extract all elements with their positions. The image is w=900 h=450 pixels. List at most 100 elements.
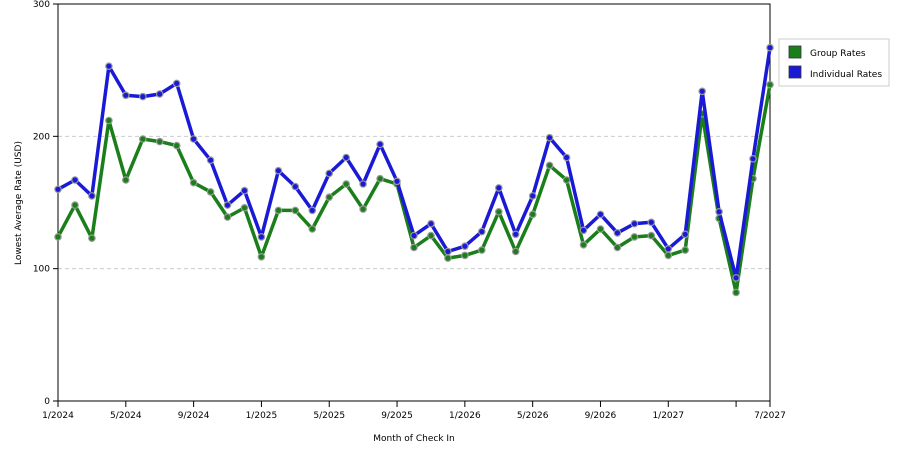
data-point-individual-rates	[325, 169, 334, 178]
data-point-individual-rates	[342, 153, 351, 162]
data-point-individual-rates	[647, 218, 656, 227]
data-point-group-rates	[122, 176, 130, 184]
data-point-group-rates	[461, 251, 469, 260]
data-point-individual-rates	[698, 87, 707, 96]
data-point-group-rates	[562, 176, 571, 184]
data-point-individual-rates	[88, 192, 96, 200]
data-point-group-rates	[105, 116, 113, 125]
data-point-group-rates	[630, 233, 639, 241]
data-point-individual-rates	[291, 182, 300, 191]
data-point-group-rates	[732, 288, 740, 297]
legend-swatch-group-rates	[788, 45, 802, 59]
plot-frame	[57, 3, 771, 402]
data-point-individual-rates	[223, 201, 232, 209]
data-point-group-rates	[359, 205, 367, 213]
data-point-group-rates	[376, 174, 384, 183]
x-tick-label: 5/2026	[517, 411, 549, 421]
data-point-individual-rates	[732, 274, 740, 282]
data-point-group-rates	[545, 161, 554, 170]
x-tick-label: 5/2025	[313, 411, 345, 421]
series-layer	[54, 43, 774, 297]
data-point-group-rates	[579, 241, 588, 249]
data-point-individual-rates	[105, 62, 113, 70]
x-tick-label: 1/2025	[246, 411, 278, 421]
data-point-individual-rates	[545, 133, 554, 142]
data-point-individual-rates	[257, 233, 266, 241]
data-point-group-rates	[155, 137, 164, 146]
data-point-group-rates	[596, 225, 605, 233]
x-tick-label: 9/2026	[585, 411, 617, 421]
data-point-group-rates	[139, 135, 147, 143]
data-point-group-rates	[444, 254, 452, 262]
data-point-group-rates	[291, 206, 300, 215]
data-point-individual-rates	[477, 227, 486, 236]
data-point-individual-rates	[172, 79, 181, 88]
y-tick-label: 100	[33, 265, 50, 275]
data-point-individual-rates	[579, 226, 588, 235]
data-point-individual-rates	[155, 90, 164, 98]
data-point-individual-rates	[393, 177, 401, 186]
data-point-individual-rates	[681, 230, 690, 239]
data-point-individual-rates	[54, 185, 62, 194]
data-point-group-rates	[88, 234, 96, 243]
x-tick-label: 5/2024	[110, 411, 142, 421]
y-tick-label: 300	[33, 0, 50, 10]
x-tick-label: 9/2024	[178, 411, 210, 421]
data-point-individual-rates	[376, 140, 384, 149]
x-tick-label: 1/2026	[449, 411, 481, 421]
data-point-group-rates	[172, 141, 181, 150]
data-point-individual-rates	[562, 153, 571, 162]
y-axis-title: Lowest Average Rate (USD)	[14, 141, 24, 265]
data-point-group-rates	[511, 247, 520, 256]
data-point-group-rates	[613, 243, 622, 252]
data-point-individual-rates	[494, 184, 503, 192]
data-point-group-rates	[308, 225, 317, 233]
data-point-individual-rates	[274, 166, 283, 175]
tick-layer: 0 100 200 300 1/2024 5/2024 9/2024 1/2025 5/2025…	[33, 0, 786, 421]
legend-label-individual-rates: Individual Rates	[810, 70, 882, 80]
x-tick-label: 1/2027	[652, 411, 684, 421]
data-point-individual-rates	[715, 208, 723, 216]
data-point-individual-rates	[122, 91, 130, 100]
data-point-group-rates	[766, 80, 774, 89]
data-point-group-rates	[410, 243, 418, 252]
data-point-group-rates	[223, 213, 232, 221]
legend: Group Rates Individual Rates	[778, 38, 890, 87]
data-point-group-rates	[427, 231, 435, 240]
data-point-group-rates	[342, 180, 351, 188]
data-point-individual-rates	[528, 192, 537, 200]
data-point-group-rates	[325, 193, 334, 202]
x-tick-label: 9/2025	[381, 411, 413, 421]
data-point-individual-rates	[308, 206, 317, 215]
y-tick-label: 0	[44, 397, 50, 407]
data-point-group-rates	[257, 252, 266, 261]
data-point-group-rates	[274, 206, 283, 215]
data-point-individual-rates	[766, 43, 774, 52]
data-point-individual-rates	[410, 231, 418, 240]
data-point-group-rates	[681, 246, 690, 254]
data-point-group-rates	[206, 188, 215, 196]
data-point-individual-rates	[749, 155, 757, 163]
data-point-individual-rates	[664, 245, 673, 253]
data-point-group-rates	[189, 178, 198, 187]
data-point-individual-rates	[427, 219, 435, 228]
data-point-group-rates	[54, 233, 62, 241]
y-tick-label: 200	[33, 132, 50, 142]
data-point-group-rates	[528, 210, 537, 219]
data-point-individual-rates	[359, 180, 367, 188]
data-point-individual-rates	[206, 156, 215, 165]
data-point-individual-rates	[139, 92, 147, 101]
data-point-group-rates	[240, 204, 249, 212]
data-point-group-rates	[477, 246, 486, 254]
data-point-individual-rates	[71, 176, 79, 184]
data-point-individual-rates	[613, 229, 622, 237]
data-point-group-rates	[494, 208, 503, 216]
data-point-individual-rates	[511, 230, 520, 239]
legend-swatch-individual-rates	[788, 65, 802, 79]
data-point-group-rates	[664, 251, 673, 260]
x-axis-title: Month of Check In	[373, 434, 455, 444]
x-tick-label: 1/2024	[42, 411, 74, 421]
data-point-individual-rates	[596, 210, 605, 219]
